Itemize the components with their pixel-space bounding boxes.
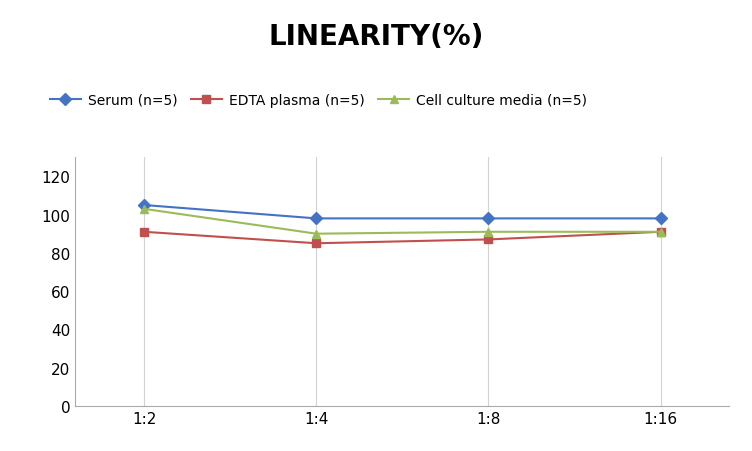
Line: EDTA plasma (n=5): EDTA plasma (n=5): [140, 228, 665, 248]
EDTA plasma (n=5): [312, 241, 321, 246]
Cell culture media (n=5): [656, 230, 665, 235]
Text: LINEARITY(%): LINEARITY(%): [268, 23, 484, 51]
Line: Serum (n=5): Serum (n=5): [140, 202, 665, 223]
EDTA plasma (n=5): [656, 230, 665, 235]
Serum (n=5): [484, 216, 493, 221]
Serum (n=5): [312, 216, 321, 221]
Serum (n=5): [140, 203, 149, 208]
Serum (n=5): [656, 216, 665, 221]
Line: Cell culture media (n=5): Cell culture media (n=5): [140, 205, 665, 238]
Legend: Serum (n=5), EDTA plasma (n=5), Cell culture media (n=5): Serum (n=5), EDTA plasma (n=5), Cell cul…: [44, 88, 593, 113]
Cell culture media (n=5): [312, 231, 321, 237]
Cell culture media (n=5): [140, 207, 149, 212]
EDTA plasma (n=5): [484, 237, 493, 243]
EDTA plasma (n=5): [140, 230, 149, 235]
Cell culture media (n=5): [484, 230, 493, 235]
